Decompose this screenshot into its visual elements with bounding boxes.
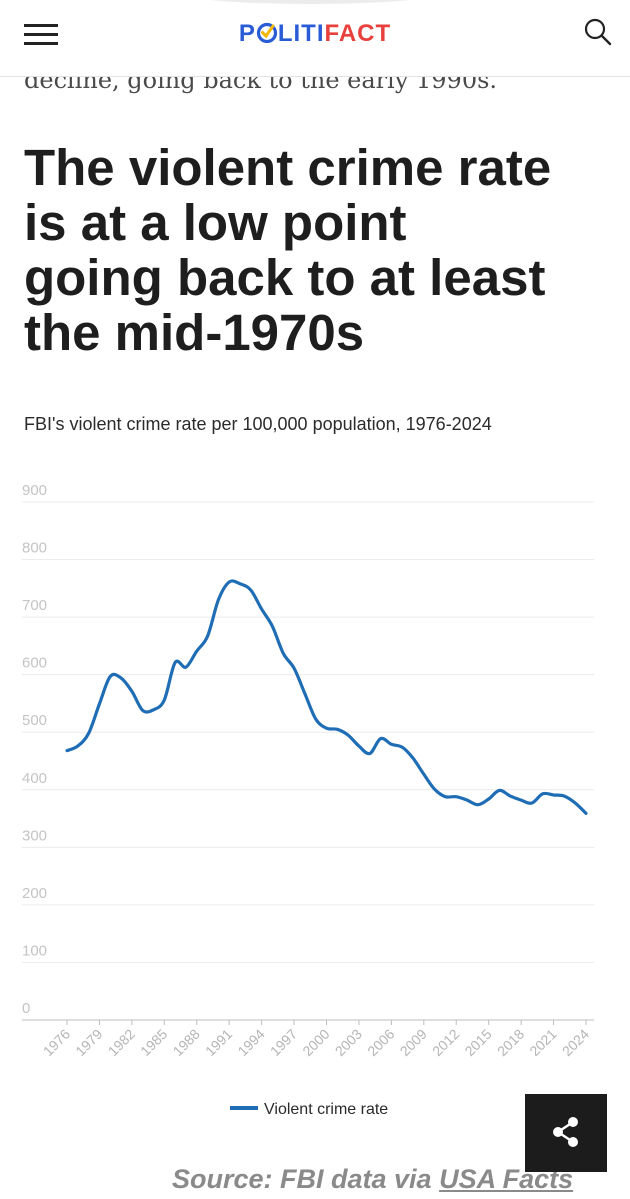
chart-subtitle: FBI's violent crime rate per 100,000 pop… — [24, 414, 492, 434]
y-tick-label: 100 — [22, 942, 47, 959]
x-tick-label: 2012 — [429, 1026, 462, 1059]
x-tick-label: 1976 — [40, 1026, 73, 1059]
x-tick-label: 1988 — [170, 1026, 203, 1059]
x-tick-label: 2021 — [526, 1026, 559, 1059]
source-credit: Source: FBI data via USA Facts — [172, 1164, 573, 1195]
crime-rate-line-chart: 0 100 200 300 400 500 600 700 800 900 1976 1979 1982… — [22, 482, 594, 1059]
overlay-shadow — [180, 0, 440, 4]
x-tick-label: 2003 — [332, 1026, 365, 1059]
top-bar: P LITIFACT — [0, 0, 630, 77]
article-headline: The violent crime rate is at a low point… — [24, 140, 614, 360]
search-icon[interactable] — [583, 17, 613, 47]
headline-line: going back to at least — [24, 249, 546, 306]
x-tick-label: 2006 — [364, 1026, 397, 1059]
x-tick-label: 1994 — [234, 1026, 267, 1059]
x-tick-label: 1982 — [105, 1026, 138, 1059]
logo-check-icon — [256, 22, 277, 44]
y-tick-label: 800 — [22, 540, 47, 557]
x-tick-label: 1985 — [137, 1026, 170, 1059]
hamburger-menu-icon[interactable] — [24, 24, 58, 46]
logo-text-p: P — [238, 20, 256, 47]
headline-line: the mid-1970s — [24, 304, 365, 361]
legend-label: Violent crime rate — [264, 1101, 389, 1118]
logo-text-fact: FACT — [324, 20, 392, 47]
headline-line: The violent crime rate — [24, 139, 552, 196]
x-tick-label: 1979 — [72, 1026, 105, 1059]
x-tick-label: 2018 — [494, 1026, 527, 1059]
legend-swatch — [230, 1105, 258, 1110]
y-tick-label: 0 — [22, 1000, 30, 1017]
source-prefix: Source: FBI data via — [172, 1164, 440, 1194]
y-tick-label: 400 — [22, 770, 47, 787]
x-tick-label: 2015 — [461, 1026, 494, 1059]
x-tick-label: 2000 — [299, 1026, 332, 1059]
y-tick-label: 700 — [22, 597, 47, 614]
share-icon — [553, 1117, 578, 1147]
x-tick-label: 2009 — [397, 1026, 430, 1059]
chart-legend: Violent crime rate — [230, 1101, 388, 1119]
politifact-logo[interactable]: P LITIFACT — [0, 20, 630, 48]
x-tick-label: 2024 — [559, 1026, 592, 1059]
share-button[interactable] — [525, 1094, 607, 1172]
y-tick-label: 300 — [22, 827, 47, 844]
x-tick-label: 1991 — [202, 1026, 235, 1059]
y-tick-label: 600 — [22, 655, 47, 672]
series-line-violent-crime-rate — [65, 579, 588, 815]
y-tick-label: 900 — [22, 482, 47, 499]
logo-text-liti: LITI — [277, 20, 325, 47]
y-tick-label: 500 — [22, 712, 47, 729]
y-tick-label: 200 — [22, 885, 47, 902]
headline-line: is at a low point — [24, 194, 407, 251]
x-tick-label: 1997 — [267, 1026, 300, 1059]
